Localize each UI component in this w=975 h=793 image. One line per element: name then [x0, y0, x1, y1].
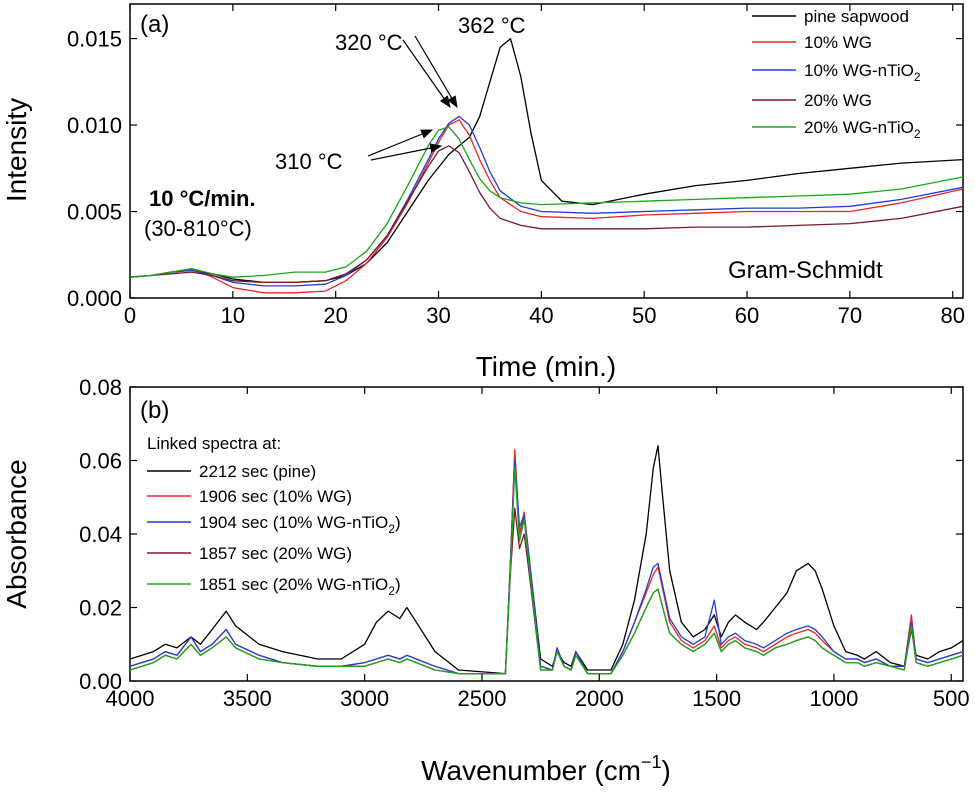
panel-b-series-line-0	[129, 445, 964, 675]
panel-b-legend: Linked spectra at: 2212 sec (pine) 1906 s…	[147, 434, 401, 598]
legend-label-tail: )	[395, 513, 401, 532]
legend-label: 20% WG	[804, 91, 872, 110]
annotation-temperature-range: (30-810°C)	[144, 216, 252, 241]
panel-a-y-tick-label: 0.005	[67, 200, 122, 225]
panel-b-y-axis-label: Absorbance	[1, 459, 32, 608]
legend-label-sub: 2	[914, 70, 921, 84]
legend-label-sub: 2	[914, 127, 921, 141]
annotation-heating-rate: 10 °C/min.	[149, 186, 256, 211]
legend-label: 10% WG-nTiO2	[804, 61, 921, 84]
panel-a-x-tick-label: 60	[735, 303, 759, 328]
panel-a-frame	[129, 3, 964, 299]
panel-b-y-tick-label: 0.02	[79, 596, 122, 621]
panel-b-x-tick-label: 3000	[340, 686, 389, 711]
panel-b-y-tick-label: 0.04	[79, 522, 122, 547]
panel-b-x-tick-label: 500	[933, 686, 970, 711]
annotation-peak-310: 310 °C	[275, 149, 343, 174]
legend-label-main: 20% WG	[804, 91, 872, 110]
legend-label-main: 1857 sec (20% WG)	[199, 544, 352, 563]
panel-b-x-axis-label-tail: )	[662, 755, 671, 786]
panel-a-series-line-1	[129, 119, 964, 294]
panel-b-x-tick-label: 2500	[457, 686, 506, 711]
panel-a-x-tick-label: 30	[426, 303, 450, 328]
legend-label-sub: 2	[388, 584, 395, 598]
panel-a-x-tick-label: 0	[124, 303, 136, 328]
annotation-peak-320: 320 °C	[335, 30, 403, 55]
panel-a-x-ticks: 0 10 20 30 40 50 60 70 80	[124, 4, 965, 328]
panel-a-series-line-3	[129, 145, 964, 284]
panel-b-y-ticks: 0.00 0.02 0.04 0.06 0.08	[79, 375, 963, 694]
panel-b-legend-title: Linked spectra at:	[147, 434, 281, 453]
panel-b-x-tick-label: 2000	[575, 686, 624, 711]
panel-a-x-tick-label: 50	[632, 303, 656, 328]
annotation-arrow-2	[414, 35, 458, 109]
panel-a-y-tick-label: 0.015	[67, 27, 122, 52]
panel-b-x-ticks: 4000 3500 3000 2500 2000 1500 1000 500	[106, 387, 970, 711]
legend-label-tail: )	[395, 575, 401, 594]
panel-b-x-axis-label-main: Wavenumber (cm	[421, 755, 641, 786]
panel-b-frame	[129, 386, 964, 682]
legend-label-main: 10% WG	[804, 33, 872, 52]
panel-a-y-tick-label: 0.000	[67, 286, 122, 311]
legend-label-main: 20% WG-nTiO	[804, 118, 914, 137]
panel-b-x-tick-label: 1000	[809, 686, 858, 711]
legend-label: 1851 sec (20% WG-nTiO2)	[199, 575, 401, 598]
legend-label-main: pine sapwood	[804, 7, 909, 26]
panel-a-y-tick-label: 0.010	[67, 113, 122, 138]
panel-b-y-tick-label: 0.00	[79, 669, 122, 694]
panel-b-y-tick-label: 0.08	[79, 375, 122, 400]
panel-b: 4000 3500 3000 2500 2000 1500 1000 500 0.00 0.02…	[1, 375, 970, 786]
legend-label-sub: 2	[388, 522, 395, 536]
annotation-peak-362: 362 °C	[458, 13, 526, 38]
annotation-method: Gram-Schmidt	[728, 257, 883, 284]
annotation-arrow-4	[370, 143, 443, 161]
panel-b-label: (b)	[140, 397, 169, 424]
annotation-arrow-3	[367, 129, 434, 157]
panel-b-x-tick-label: 4000	[106, 686, 155, 711]
panel-a-x-tick-label: 40	[529, 303, 553, 328]
legend-label-main: 2212 sec (pine)	[199, 462, 316, 481]
panel-a-x-tick-label: 10	[221, 303, 245, 328]
panel-b-series-line-4	[129, 467, 964, 675]
panel-a-x-tick-label: 20	[323, 303, 347, 328]
legend-label-main: 1904 sec (10% WG-nTiO	[199, 513, 388, 532]
panel-a-x-tick-label: 80	[940, 303, 964, 328]
legend-label: 1857 sec (20% WG)	[199, 544, 352, 563]
panel-b-y-tick-label: 0.06	[79, 449, 122, 474]
panel-b-x-axis-label-sup: −1	[641, 752, 662, 772]
panel-a-series-line-0	[129, 37, 964, 284]
panel-a: 0 10 20 30 40 50 60 70 80 0.000 0.005 0.010 0.015 (…	[1, 3, 965, 382]
legend-label: 2212 sec (pine)	[199, 462, 316, 481]
panel-a-x-axis-label: Time (min.)	[476, 351, 617, 382]
legend-label: 10% WG	[804, 33, 872, 52]
panel-a-y-axis-label: Intensity	[1, 98, 32, 202]
panel-a-series-line-2	[129, 115, 964, 287]
legend-label-main: 10% WG-nTiO	[804, 61, 914, 80]
panel-a-label: (a)	[140, 11, 169, 38]
panel-b-lines	[129, 445, 964, 675]
panel-a-x-tick-label: 70	[838, 303, 862, 328]
legend-label: pine sapwood	[804, 7, 909, 26]
annotation-arrow-1	[402, 39, 451, 108]
panel-b-x-tick-label: 3500	[223, 686, 272, 711]
legend-label-main: 1906 sec (10% WG)	[199, 487, 352, 506]
panel-a-series-line-4	[129, 126, 964, 278]
legend-label-main: 1851 sec (20% WG-nTiO	[199, 575, 388, 594]
panel-b-x-axis-label: Wavenumber (cm−1)	[421, 752, 671, 786]
panel-a-y-ticks: 0.000 0.005 0.010 0.015	[67, 27, 963, 311]
legend-label: 1906 sec (10% WG)	[199, 487, 352, 506]
panel-a-lines	[129, 37, 964, 294]
legend-label: 1904 sec (10% WG-nTiO2)	[199, 513, 401, 536]
legend-label: 20% WG-nTiO2	[804, 118, 921, 141]
panel-b-x-tick-label: 1500	[692, 686, 741, 711]
